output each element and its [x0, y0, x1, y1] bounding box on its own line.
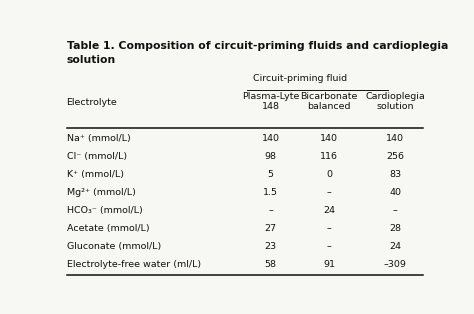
- Text: Acetate (mmol/L): Acetate (mmol/L): [66, 224, 149, 233]
- Text: –: –: [327, 188, 332, 197]
- Text: –309: –309: [384, 260, 407, 269]
- Text: 140: 140: [386, 134, 404, 143]
- Text: Circuit-priming fluid: Circuit-priming fluid: [253, 74, 347, 83]
- Text: 98: 98: [264, 152, 276, 161]
- Text: –: –: [327, 242, 332, 251]
- Text: 256: 256: [386, 152, 404, 161]
- Text: 140: 140: [262, 134, 280, 143]
- Text: 58: 58: [264, 260, 276, 269]
- Text: Table 1. Composition of circuit-priming fluids and cardioplegia: Table 1. Composition of circuit-priming …: [66, 41, 448, 51]
- Text: Bicarbonate
balanced: Bicarbonate balanced: [301, 92, 358, 111]
- Text: 140: 140: [320, 134, 338, 143]
- Text: K⁺ (mmol/L): K⁺ (mmol/L): [66, 170, 124, 179]
- Text: Na⁺ (mmol/L): Na⁺ (mmol/L): [66, 134, 130, 143]
- Text: 91: 91: [323, 260, 335, 269]
- Text: –: –: [268, 206, 273, 215]
- Text: solution: solution: [66, 55, 116, 65]
- Text: 24: 24: [323, 206, 335, 215]
- Text: 27: 27: [264, 224, 276, 233]
- Text: Electrolyte-free water (ml/L): Electrolyte-free water (ml/L): [66, 260, 201, 269]
- Text: Electrolyte: Electrolyte: [66, 98, 118, 107]
- Text: 83: 83: [389, 170, 401, 179]
- Text: 24: 24: [389, 242, 401, 251]
- Text: 5: 5: [267, 170, 273, 179]
- Text: Mg²⁺ (mmol/L): Mg²⁺ (mmol/L): [66, 188, 136, 197]
- Text: Cl⁻ (mmol/L): Cl⁻ (mmol/L): [66, 152, 127, 161]
- Text: Gluconate (mmol/L): Gluconate (mmol/L): [66, 242, 161, 251]
- Text: HCO₃⁻ (mmol/L): HCO₃⁻ (mmol/L): [66, 206, 142, 215]
- Text: –: –: [393, 206, 398, 215]
- Text: 23: 23: [264, 242, 276, 251]
- Text: 28: 28: [389, 224, 401, 233]
- Text: Plasma-Lyte
148: Plasma-Lyte 148: [242, 92, 299, 111]
- Text: 1.5: 1.5: [263, 188, 278, 197]
- Text: Cardioplegia
solution: Cardioplegia solution: [365, 92, 425, 111]
- Text: –: –: [327, 224, 332, 233]
- Text: 40: 40: [389, 188, 401, 197]
- Text: 0: 0: [326, 170, 332, 179]
- Text: 116: 116: [320, 152, 338, 161]
